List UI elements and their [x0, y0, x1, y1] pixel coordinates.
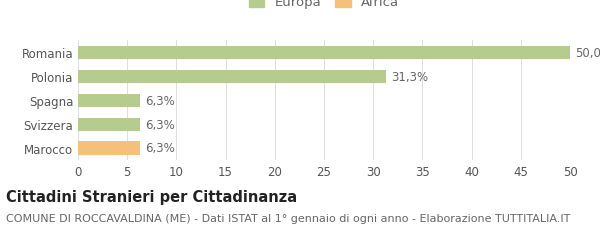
Legend: Europa, Africa: Europa, Africa — [245, 0, 403, 13]
Bar — [78, 94, 140, 107]
Text: 6,3%: 6,3% — [145, 142, 175, 155]
Bar — [78, 142, 140, 155]
Text: 6,3%: 6,3% — [145, 118, 175, 131]
Text: 50,0%: 50,0% — [575, 47, 600, 60]
Bar — [78, 71, 386, 84]
Bar — [78, 47, 570, 60]
Bar — [78, 118, 140, 131]
Text: COMUNE DI ROCCAVALDINA (ME) - Dati ISTAT al 1° gennaio di ogni anno - Elaborazio: COMUNE DI ROCCAVALDINA (ME) - Dati ISTAT… — [6, 213, 571, 223]
Text: 6,3%: 6,3% — [145, 94, 175, 107]
Text: Cittadini Stranieri per Cittadinanza: Cittadini Stranieri per Cittadinanza — [6, 189, 297, 204]
Text: 31,3%: 31,3% — [391, 71, 428, 83]
